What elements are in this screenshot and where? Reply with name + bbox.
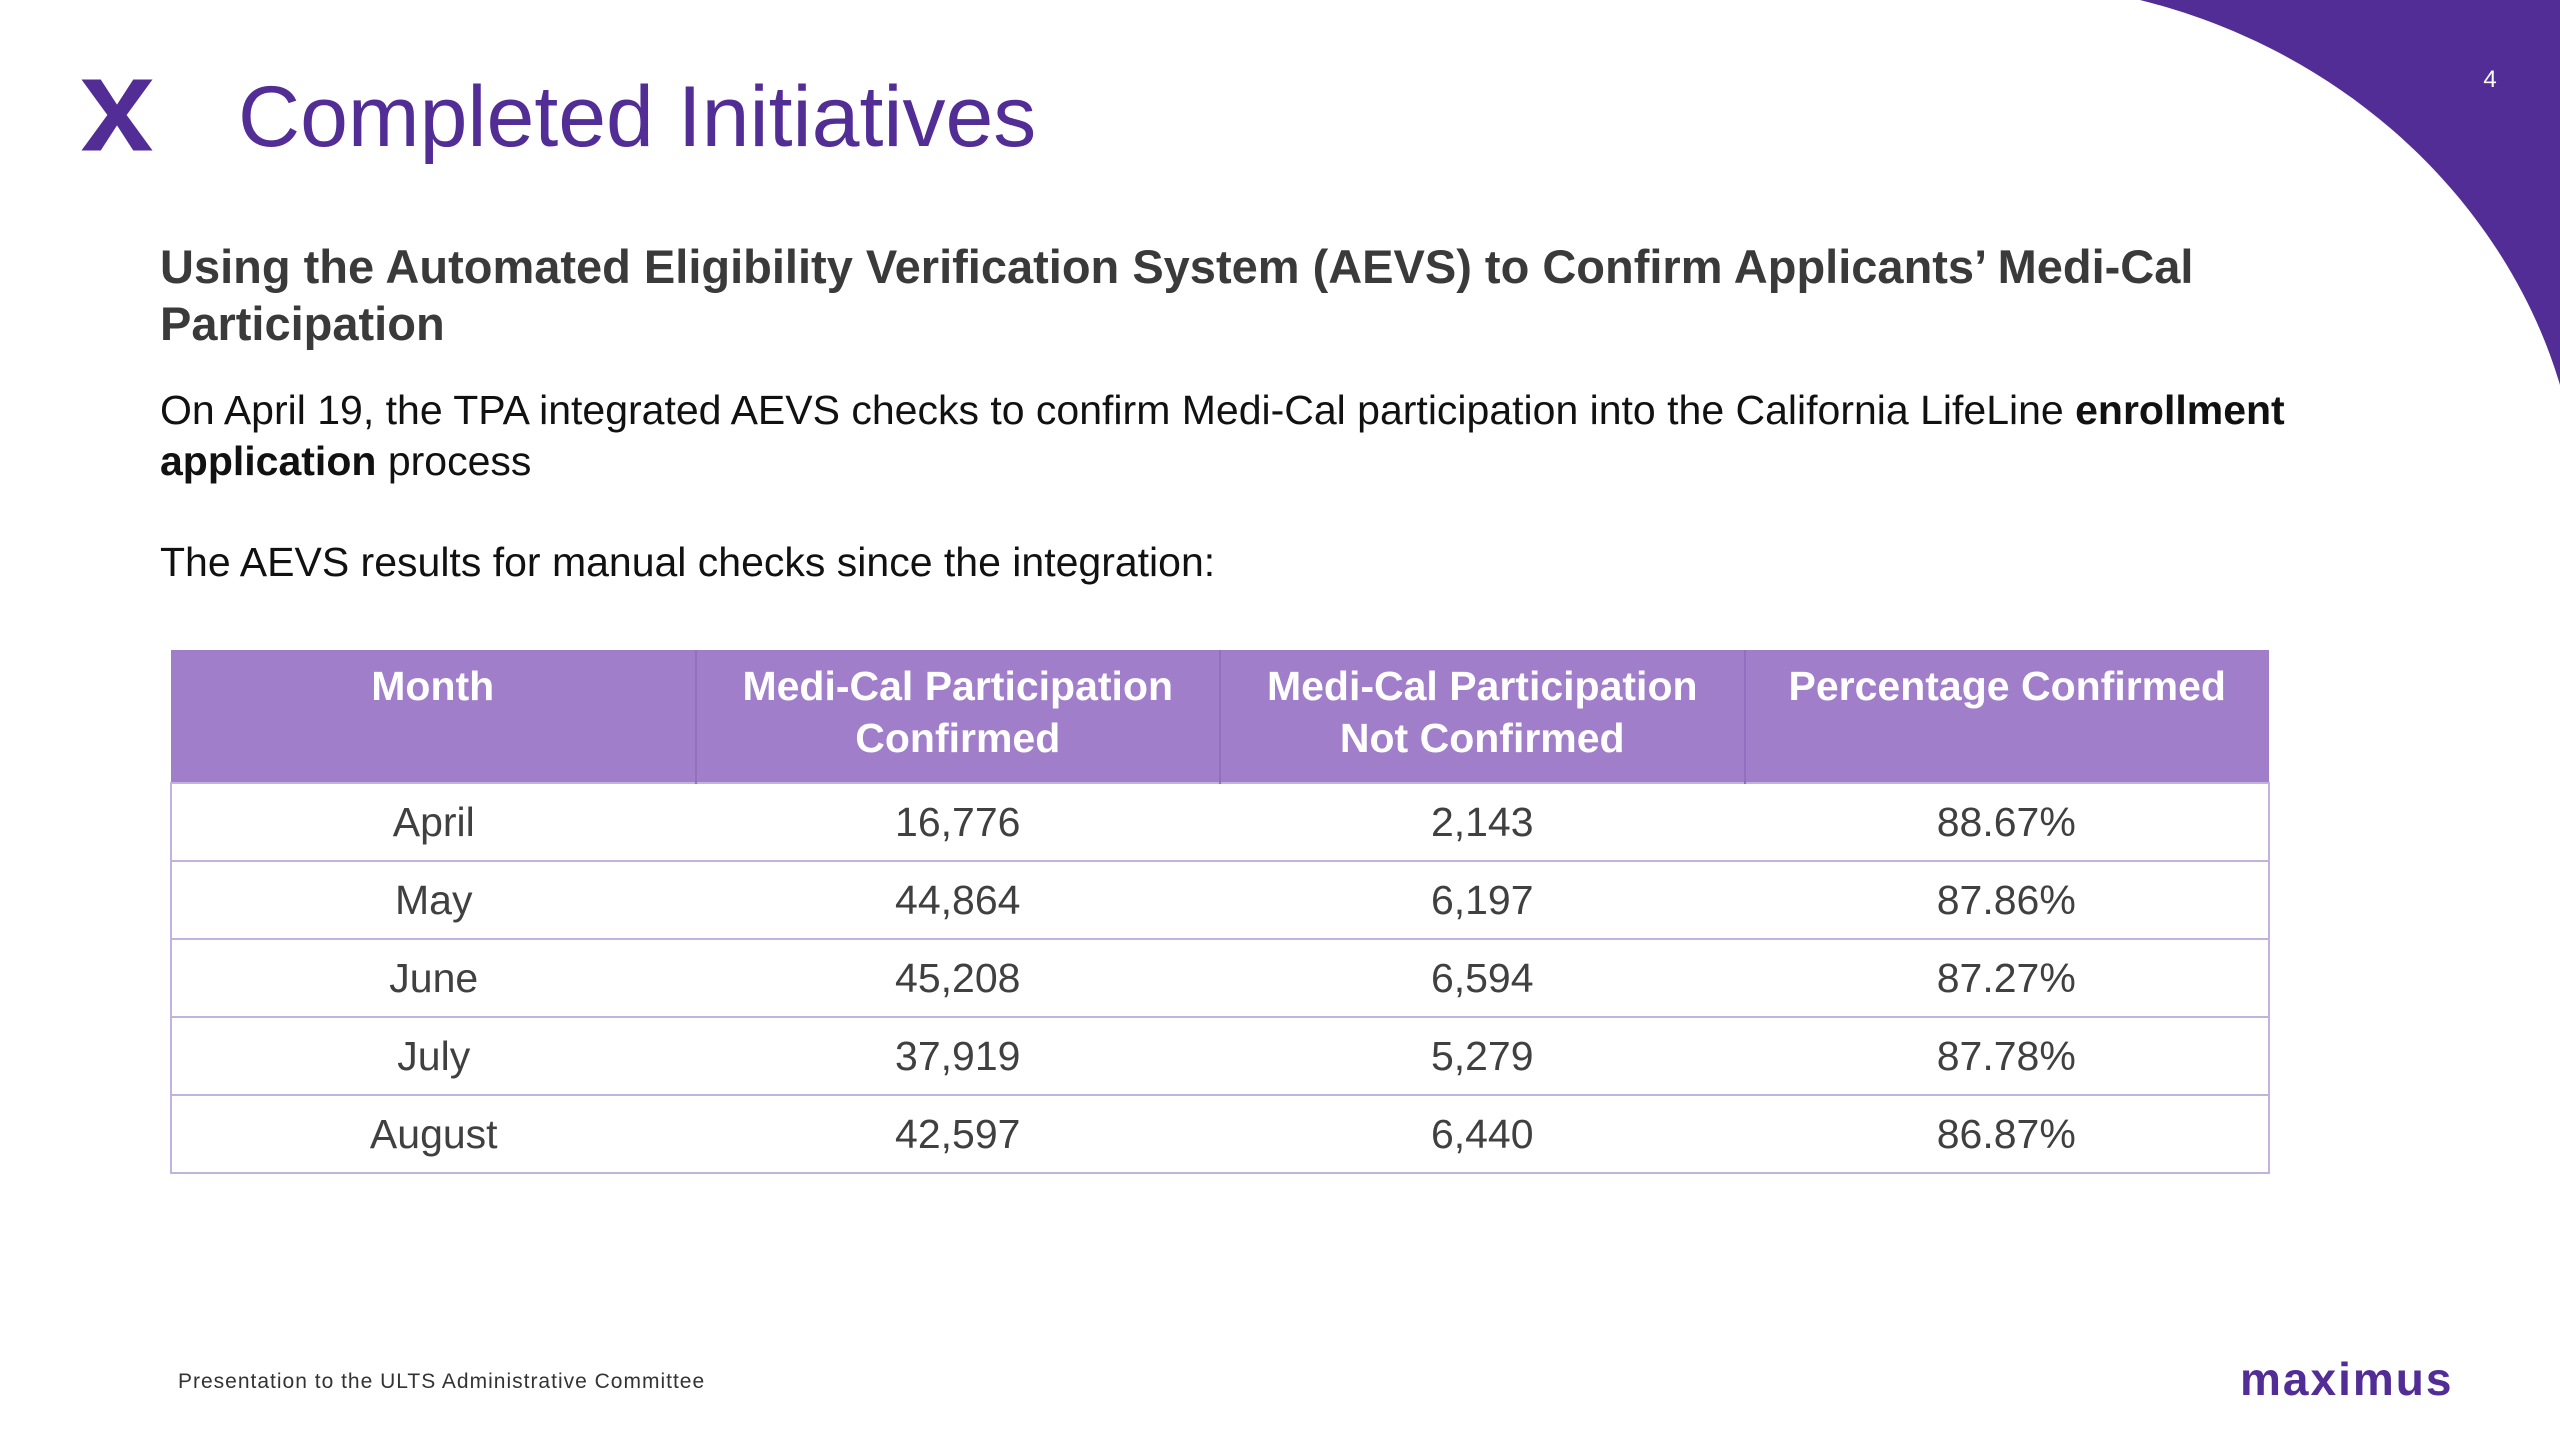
cell-month: July	[170, 1016, 696, 1096]
cell-percentage: 88.67%	[1744, 782, 2270, 862]
maximus-logo: maximus	[2240, 1353, 2454, 1405]
column-header-not-confirmed: Medi-Cal Participation Not Confirmed	[1219, 650, 1745, 783]
cell-percentage: 87.86%	[1744, 860, 2270, 940]
aevs-results-table: Month Medi-Cal Participation Confirmed M…	[170, 650, 2270, 1174]
cell-percentage: 87.27%	[1744, 938, 2270, 1018]
column-header-month: Month	[171, 650, 696, 783]
intro-paragraph: On April 19, the TPA integrated AEVS che…	[160, 385, 2340, 487]
cell-percentage: 87.78%	[1744, 1016, 2270, 1096]
page-title: Completed Initiatives	[238, 69, 1037, 165]
cell-confirmed: 45,208	[695, 938, 1220, 1018]
cell-not-confirmed: 2,143	[1220, 782, 1745, 862]
cell-month: May	[170, 860, 696, 940]
cell-percentage: 86.87%	[1744, 1094, 2270, 1174]
x-logo-icon	[81, 79, 153, 151]
table-header-row: Month Medi-Cal Participation Confirmed M…	[171, 650, 2269, 783]
cell-not-confirmed: 5,279	[1220, 1016, 1745, 1096]
table-row: May 44,864 6,197 87.86%	[170, 860, 2270, 940]
cell-confirmed: 44,864	[695, 860, 1220, 940]
cell-not-confirmed: 6,440	[1220, 1094, 1745, 1174]
results-intro: The AEVS results for manual checks since…	[160, 539, 1216, 585]
intro-text-after: process	[376, 438, 532, 484]
intro-bold-text: enrollment application	[160, 387, 2285, 484]
cell-month: April	[170, 782, 696, 862]
table-row: July 37,919 5,279 87.78%	[170, 1016, 2270, 1096]
cell-confirmed: 16,776	[695, 782, 1220, 862]
column-header-confirmed: Medi-Cal Participation Confirmed	[694, 650, 1220, 783]
cell-not-confirmed: 6,197	[1220, 860, 1745, 940]
corner-swoosh-decoration	[2140, 0, 2560, 385]
cell-confirmed: 37,919	[695, 1016, 1220, 1096]
cell-month: June	[170, 938, 696, 1018]
cell-confirmed: 42,597	[695, 1094, 1220, 1174]
intro-text-before: On April 19, the TPA integrated AEVS che…	[160, 387, 2076, 433]
table-row: June 45,208 6,594 87.27%	[170, 938, 2270, 1018]
cell-month: August	[170, 1094, 696, 1174]
section-heading: Using the Automated Eligibility Verifica…	[160, 240, 2194, 350]
page-number: 4	[2483, 66, 2497, 93]
cell-not-confirmed: 6,594	[1220, 938, 1745, 1018]
table-row: April 16,776 2,143 88.67%	[170, 782, 2270, 862]
footer-text: Presentation to the ULTS Administrative …	[178, 1370, 706, 1393]
column-header-percentage: Percentage Confirmed	[1743, 650, 2269, 783]
table-row: August 42,597 6,440 86.87%	[170, 1094, 2270, 1174]
